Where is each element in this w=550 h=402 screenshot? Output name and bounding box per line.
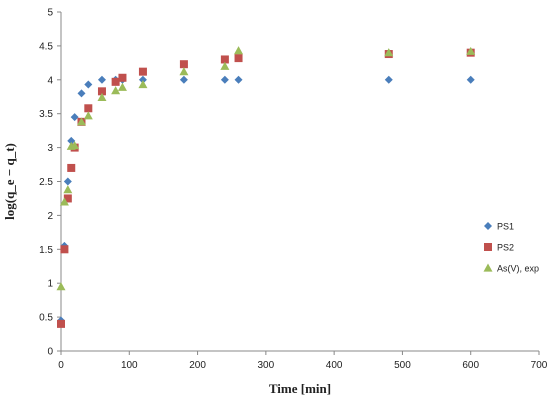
data-point	[97, 87, 106, 96]
x-tick-label: 200	[189, 360, 206, 371]
data-point	[97, 92, 107, 102]
data-point	[83, 111, 93, 120]
y-axis-ticks: 0 0.5 1 1.5 2 2.5 3 3.5 4 4.5 5	[39, 8, 61, 358]
data-point	[67, 136, 76, 145]
data-point	[111, 77, 120, 86]
legend-label: PS2	[497, 243, 514, 253]
x-axis-ticks: 0 100 200 300 400 500 600 700	[58, 351, 548, 371]
legend-item: As(V), exp	[483, 263, 539, 274]
legend-marker	[483, 263, 493, 272]
legend: PS1 PS2 As(V), exp	[483, 222, 539, 274]
data-point	[59, 197, 69, 206]
data-point	[117, 82, 127, 91]
y-tick-label: 5	[47, 8, 53, 19]
data-point	[63, 185, 73, 194]
legend-marker	[484, 243, 492, 251]
x-tick-label: 700	[531, 360, 548, 371]
x-tick-label: 500	[394, 360, 411, 371]
x-tick-label: 400	[326, 360, 343, 371]
legend-label: As(V), exp	[497, 264, 539, 274]
data-point	[138, 67, 147, 76]
data-point	[384, 48, 394, 57]
y-tick-label: 1.5	[39, 245, 53, 256]
data-point	[84, 104, 93, 113]
data-point	[466, 46, 476, 55]
series-1	[57, 75, 475, 325]
data-point	[77, 89, 86, 98]
data-point	[97, 75, 106, 84]
data-point	[63, 177, 72, 186]
x-tick-label: 0	[58, 360, 64, 371]
data-point	[70, 113, 79, 122]
y-tick-label: 3.5	[39, 109, 53, 120]
data-point	[220, 55, 229, 64]
x-tick-label: 600	[462, 360, 479, 371]
data-point	[67, 163, 76, 172]
y-tick-label: 3	[47, 143, 53, 154]
data-point	[234, 46, 244, 55]
data-point	[179, 75, 188, 84]
data-point	[179, 60, 188, 69]
series-3	[56, 46, 476, 291]
y-tick-label: 0.5	[39, 313, 53, 324]
data-points	[56, 46, 476, 328]
y-tick-label: 4	[47, 75, 53, 86]
data-point	[466, 75, 475, 84]
data-point	[111, 86, 121, 95]
x-axis-title: Time [min]	[269, 381, 331, 396]
x-tick-label: 300	[258, 360, 275, 371]
legend-item: PS2	[484, 243, 514, 253]
data-point	[57, 319, 65, 328]
data-point	[234, 75, 243, 84]
y-tick-label: 2.5	[39, 177, 53, 188]
data-point	[220, 75, 229, 84]
legend-label: PS1	[497, 222, 514, 232]
x-tick-label: 100	[121, 360, 138, 371]
data-point	[84, 80, 93, 89]
data-point	[179, 67, 189, 76]
legend-marker	[484, 222, 492, 230]
data-point	[234, 54, 243, 63]
y-tick-label: 2	[47, 211, 53, 222]
data-point	[220, 61, 230, 70]
data-point	[384, 75, 393, 84]
data-point	[138, 75, 147, 84]
data-point	[70, 141, 80, 150]
data-point	[63, 194, 72, 203]
data-point	[118, 73, 127, 82]
data-point	[76, 117, 86, 126]
y-tick-label: 0	[47, 347, 53, 358]
y-tick-label: 1	[47, 279, 53, 290]
y-tick-label: 4.5	[39, 41, 53, 52]
data-point	[60, 245, 69, 254]
legend-item: PS1	[484, 222, 514, 232]
data-point	[138, 80, 148, 89]
y-axis-title: log(q_e − q_t)	[2, 143, 17, 220]
data-point	[56, 282, 66, 291]
